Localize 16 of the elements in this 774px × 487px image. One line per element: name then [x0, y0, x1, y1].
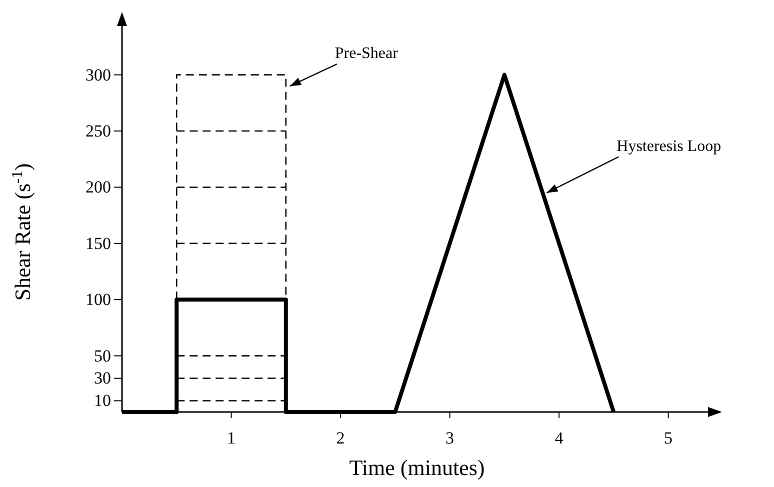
x-tick-label: 1: [227, 428, 236, 448]
annotation: Pre-Shear: [334, 45, 399, 62]
y-tick-label: 100: [86, 290, 111, 310]
y-tick-label: 200: [86, 178, 111, 197]
x-tick-label: 3: [446, 428, 454, 448]
x-tick-label: 2: [336, 428, 345, 448]
y-tick-label: 10: [94, 391, 111, 410]
x-tick-label: 5: [664, 428, 673, 448]
y-tick-label: 250: [86, 121, 111, 140]
annotation: Hysteresis Loop: [616, 138, 722, 155]
x-tick-label: 4: [554, 428, 564, 448]
y-tick-label: 300: [86, 65, 111, 84]
y-tick-label: 30: [94, 368, 111, 388]
y-tick-label: 150: [86, 234, 111, 253]
y-tick-label: 50: [94, 346, 111, 366]
x-axis-title: Time (minutes): [349, 455, 485, 480]
